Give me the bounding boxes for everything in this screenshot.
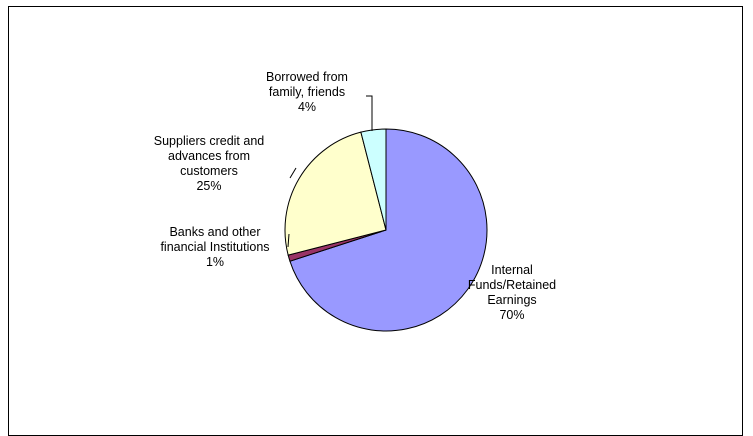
slice-label-banks: Banks and other financial Institutions 1… [140,225,290,270]
slice-label-suppliers-credit: Suppliers credit and advances from custo… [134,134,284,194]
leader-line-suppliers [290,168,296,178]
pie-chart [0,0,753,423]
slice-label-internal-funds: Internal Funds/Retained Earnings 70% [452,263,572,323]
slice-label-borrowed: Borrowed from family, friends 4% [247,70,367,115]
